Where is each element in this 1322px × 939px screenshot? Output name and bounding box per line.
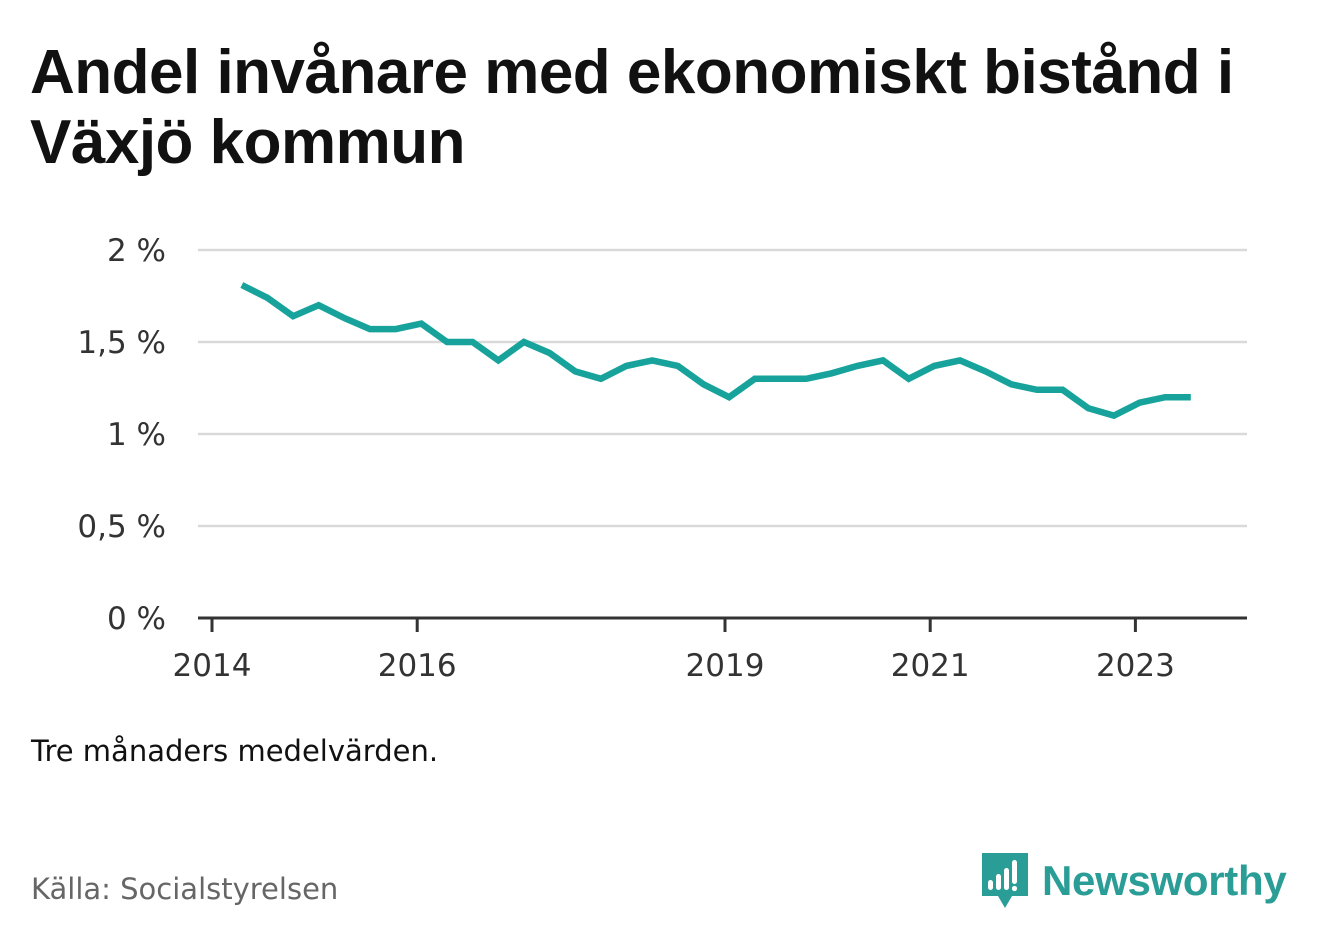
data-point xyxy=(931,363,937,369)
data-point xyxy=(957,357,963,363)
data-point xyxy=(726,394,732,400)
data-point xyxy=(572,368,578,374)
y-tick-label: 0,5 % xyxy=(77,509,166,545)
data-point xyxy=(649,357,655,363)
data-point xyxy=(829,370,835,376)
x-tick-label: 2016 xyxy=(378,648,457,684)
y-tick-label: 1,5 % xyxy=(77,325,166,361)
data-point xyxy=(700,381,706,387)
data-point xyxy=(624,363,630,369)
data-point xyxy=(906,376,912,382)
y-tick-label: 0 % xyxy=(107,601,166,637)
x-tick-label: 2014 xyxy=(173,648,252,684)
data-point xyxy=(752,376,758,382)
chart-title: Andel invånare med ekonomiskt bistånd i … xyxy=(30,38,1234,177)
series-line xyxy=(240,282,1191,420)
data-point xyxy=(880,357,886,363)
data-point xyxy=(290,313,296,319)
gridlines xyxy=(198,248,1247,528)
data-point xyxy=(1137,400,1143,406)
x-tick-label: 2021 xyxy=(891,648,970,684)
newsworthy-logo[interactable]: Newsworthy xyxy=(980,850,1287,912)
data-point xyxy=(495,357,501,363)
x-tick-label: 2019 xyxy=(686,648,765,684)
data-point xyxy=(1085,405,1091,411)
data-point xyxy=(777,376,783,382)
source-credit: Källa: Socialstyrelsen xyxy=(31,872,339,906)
data-point xyxy=(598,376,604,382)
series-layer xyxy=(239,282,1194,420)
newsworthy-logo-icon xyxy=(982,853,1028,908)
x-tick-label: 2023 xyxy=(1096,648,1175,684)
data-point xyxy=(1008,381,1014,387)
data-point xyxy=(1034,387,1040,393)
data-point xyxy=(1111,413,1117,419)
data-point xyxy=(521,339,527,345)
data-point xyxy=(1162,394,1168,400)
y-tick-label: 1 % xyxy=(107,417,166,453)
data-point xyxy=(444,339,450,345)
data-point xyxy=(239,282,245,288)
data-point xyxy=(803,376,809,382)
data-point xyxy=(264,295,270,301)
data-point xyxy=(393,326,399,332)
data-point xyxy=(675,363,681,369)
chart-note: Tre månaders medelvärden. xyxy=(31,734,439,768)
data-point xyxy=(854,363,860,369)
data-point xyxy=(983,368,989,374)
data-point xyxy=(418,321,424,327)
data-point xyxy=(547,350,553,356)
brand-name: Newsworthy xyxy=(1042,857,1287,904)
y-tick-label: 2 % xyxy=(107,233,166,269)
data-point xyxy=(1060,387,1066,393)
y-axis: 0 % 0,5 % 1 % 1,5 % 2 % xyxy=(77,233,166,637)
data-point xyxy=(316,302,322,308)
x-axis: 2014 2016 2019 2021 2023 xyxy=(173,616,1247,684)
data-point xyxy=(1188,394,1194,400)
data-point xyxy=(341,315,347,321)
data-point xyxy=(367,326,373,332)
data-point xyxy=(470,339,476,345)
